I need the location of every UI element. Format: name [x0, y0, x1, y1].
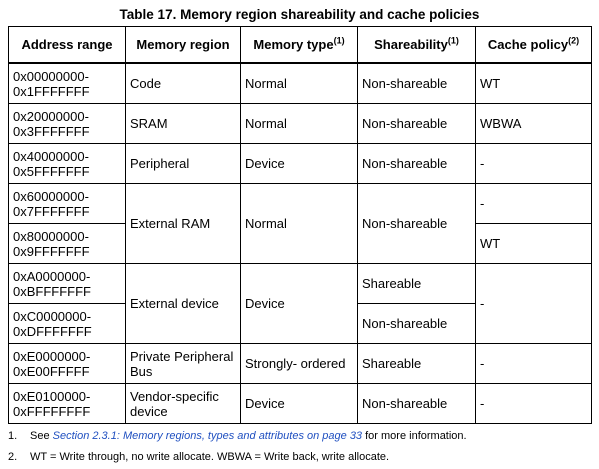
address-line: 0xE0000000- — [13, 348, 91, 364]
header-row: Address range Memory region Memory type(… — [8, 26, 592, 64]
share-cell: Non-shareable — [357, 103, 476, 144]
cache-cell: WT — [475, 62, 592, 104]
type-cell: Device — [240, 383, 358, 424]
address-line: 0x80000000- — [13, 228, 89, 244]
address-line: 0x60000000- — [13, 188, 89, 204]
footnote-text: WT = Write through, no write allocate. W… — [30, 451, 390, 463]
address-line: 0xE00FFFFF — [13, 363, 90, 379]
cache-cell: - — [475, 383, 592, 424]
table-title: Table 17. Memory region shareability and… — [119, 7, 480, 22]
share-cell: Non-shareable — [357, 183, 476, 264]
share-cell: Non-shareable — [357, 62, 476, 104]
table-row: 0x80000000- 0x9FFFFFFF WT — [8, 223, 592, 264]
header-cell: Address range — [8, 26, 126, 64]
type-cell: Strongly- ordered — [240, 343, 358, 384]
region-cell: Private Peripheral Bus — [125, 343, 241, 384]
address-line: 0xDFFFFFFF — [13, 323, 92, 339]
footnote-text: See — [30, 430, 53, 442]
address-line: 0x00000000- — [13, 68, 89, 84]
table-row: 0x60000000- 0x7FFFFFFF External RAM Normal N… — [8, 183, 592, 264]
address-line: 0x7FFFFFFF — [13, 203, 90, 219]
address-cell: 0x20000000- 0x3FFFFFFF — [8, 103, 126, 144]
cache-cell: WBWA — [475, 103, 592, 144]
address-line: 0x5FFFFFFF — [13, 163, 90, 179]
address-cell: 0xC0000000- 0xDFFFFFFF — [8, 303, 126, 344]
type-cell: Device — [240, 263, 358, 344]
share-cell: Non-shareable — [357, 303, 476, 344]
type-cell: Normal — [240, 62, 358, 104]
region-cell: External RAM — [125, 183, 241, 264]
address-line: 0x3FFFFFFF — [13, 123, 90, 139]
header-cell: Memory type(1) — [240, 26, 358, 64]
cache-cell: - — [475, 143, 592, 184]
footnote: 2. WT = Write through, no write allocate.… — [8, 451, 389, 463]
cache-cell: - — [475, 343, 592, 384]
address-cell: 0xA0000000- 0xBFFFFFFF — [8, 263, 126, 304]
address-cell: 0x00000000- 0x1FFFFFFF — [8, 62, 126, 104]
cache-cell: - — [475, 263, 592, 344]
header-text: Memory region — [136, 37, 230, 52]
cache-cell: - — [475, 183, 592, 224]
header-cell: Cache policy(2) — [475, 26, 592, 64]
header-cell: Memory region — [125, 26, 241, 64]
footnote-number: 2. — [8, 451, 18, 463]
footnote-ref: (1) — [333, 35, 345, 46]
address-line: 0xBFFFFFFF — [13, 283, 91, 299]
header-text: Memory type — [253, 37, 334, 52]
footnote: 1. See Section 2.3.1: Memory regions, typ… — [8, 430, 467, 442]
header-text: Cache policy — [487, 37, 569, 52]
header-cell: Shareability(1) — [357, 26, 476, 64]
address-line: 0xC0000000- — [13, 308, 92, 324]
table-row: 0xE0000000- 0xE00FFFFF Private Peripheral … — [8, 343, 592, 384]
section-link[interactable]: Section 2.3.1: Memory regions, types and… — [52, 430, 363, 442]
region-cell: Peripheral — [125, 143, 241, 184]
address-cell: 0x80000000- 0x9FFFFFFF — [8, 223, 126, 264]
region-cell: External device — [125, 263, 241, 344]
address-cell: 0x60000000- 0x7FFFFFFF — [8, 183, 126, 224]
address-line: 0x9FFFFFFF — [13, 243, 90, 259]
address-line: 0xA0000000- — [13, 268, 91, 284]
footnote-text: for more information. — [362, 430, 467, 442]
header-text: Shareability — [374, 37, 448, 52]
type-cell: Normal — [240, 183, 358, 264]
table-row: 0xA0000000- 0xBFFFFFFF External device Devi… — [8, 263, 592, 344]
table-row: 0xC0000000- 0xDFFFFFFF Non-shareable — [8, 303, 592, 344]
region-cell: Vendor-specific device — [125, 383, 241, 424]
address-line: 0x20000000- — [13, 108, 89, 124]
footnote-ref: (2) — [568, 35, 580, 46]
address-cell: 0xE0100000- 0xFFFFFFFF — [8, 383, 126, 424]
table-row: 0x00000000- 0x1FFFFFFF Code Normal Non-share… — [8, 62, 592, 104]
share-cell: Non-shareable — [357, 383, 476, 424]
table-row: 0xE0100000- 0xFFFFFFFF Vendor-specific dev… — [8, 383, 592, 424]
footnote-ref: (1) — [447, 35, 459, 46]
type-cell: Normal — [240, 103, 358, 144]
cache-cell: WT — [475, 223, 592, 264]
address-line: 0xE0100000- — [13, 388, 91, 404]
region-cell: Code — [125, 62, 241, 104]
address-line: 0x40000000- — [13, 148, 89, 164]
share-cell: Non-shareable — [357, 143, 476, 184]
table-row: 0x40000000- 0x5FFFFFFF Peripheral Device Non… — [8, 143, 592, 184]
address-line: 0x1FFFFFFF — [13, 83, 90, 99]
footnote-number: 1. — [8, 430, 18, 442]
header-text: Address range — [21, 37, 113, 52]
region-cell: SRAM — [125, 103, 241, 144]
table: Address range Memory region Memory type(… — [8, 26, 592, 424]
share-cell: Shareable — [357, 263, 476, 304]
address-line: 0xFFFFFFFF — [13, 403, 91, 419]
table-body: 0x00000000- 0x1FFFFFFF Code Normal Non-share… — [8, 62, 592, 424]
address-cell: 0x40000000- 0x5FFFFFFF — [8, 143, 126, 184]
share-cell: Shareable — [357, 343, 476, 384]
type-cell: Device — [240, 143, 358, 184]
table-row: 0x20000000- 0x3FFFFFFF SRAM Normal Non-share… — [8, 103, 592, 144]
address-cell: 0xE0000000- 0xE00FFFFF — [8, 343, 126, 384]
